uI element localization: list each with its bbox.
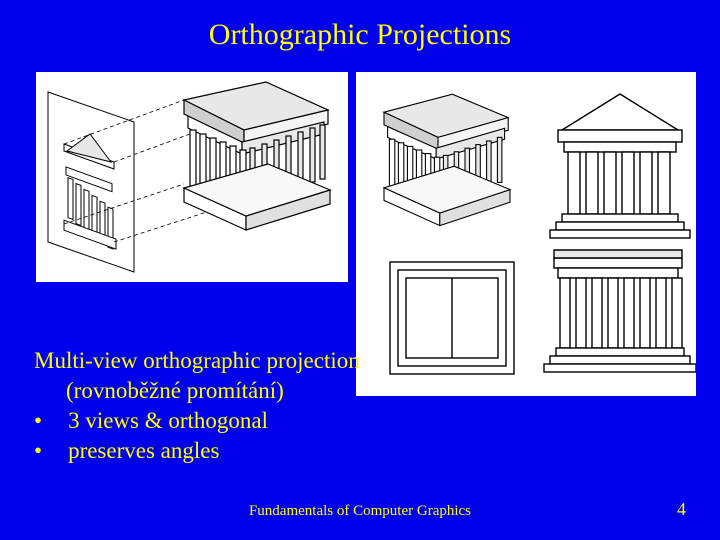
body-bullet-1: •3 views & orthogonal bbox=[34, 406, 360, 436]
body-line-1: Multi-view orthographic projection bbox=[34, 346, 360, 376]
projection-diagram bbox=[36, 72, 348, 282]
footer-text: Fundamentals of Computer Graphics bbox=[0, 503, 720, 520]
slide-title: Orthographic Projections bbox=[0, 18, 720, 52]
left-illustration-panel bbox=[36, 72, 348, 282]
bullet-2-text: preserves angles bbox=[68, 438, 219, 463]
body-line-2: (rovnoběžné promítání) bbox=[34, 376, 360, 406]
right-multiview-panel bbox=[356, 72, 696, 396]
bullet-1-text: 3 views & orthogonal bbox=[68, 408, 268, 433]
page-number: 4 bbox=[677, 499, 686, 520]
multiview-diagram bbox=[356, 72, 696, 396]
body-text: Multi-view orthographic projection (rovn… bbox=[34, 346, 360, 466]
body-bullet-2: •preserves angles bbox=[34, 436, 360, 466]
